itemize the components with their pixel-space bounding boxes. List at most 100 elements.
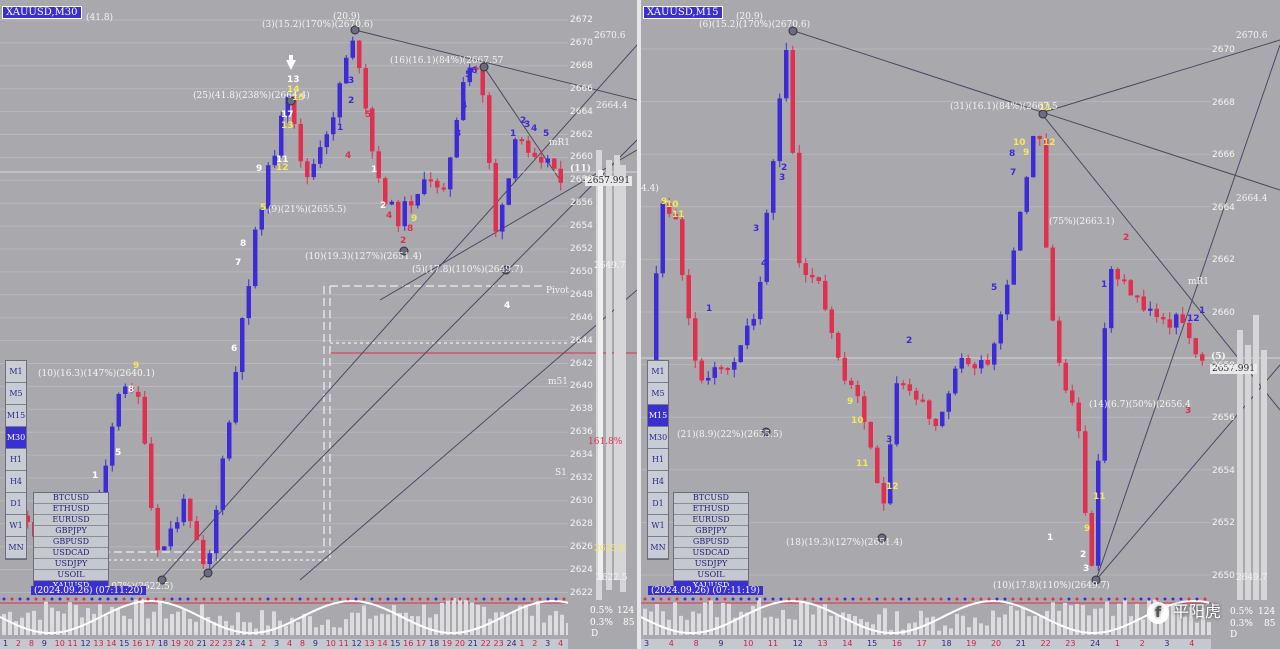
timeframe-button-mn[interactable]: MN [6, 537, 26, 559]
top-swing-label: (20.9) [333, 12, 361, 22]
oscillator-dot [651, 597, 655, 601]
price-tick-label: 2644 [570, 335, 593, 346]
oscillator-dot [1051, 597, 1055, 601]
candle-body [25, 515, 30, 522]
timeframe-button-w1[interactable]: W1 [6, 515, 26, 537]
oscillator-bar [1015, 610, 1019, 635]
timeframe-button-m30[interactable]: M30 [648, 427, 668, 449]
timeframe-button-d1[interactable]: D1 [6, 493, 26, 515]
oscillator-bar [182, 609, 186, 635]
oscillator-bar [158, 601, 162, 635]
candle-body [1005, 284, 1010, 315]
price-tick-label: 2652 [1212, 518, 1235, 529]
symbol-button-ethusd[interactable]: ETHUSD [34, 504, 108, 515]
symbol-button-gbpjpy[interactable]: GBPJPY [34, 526, 108, 537]
symbol-button-usdjpy[interactable]: USDJPY [674, 559, 748, 570]
symbol-button-usoil[interactable]: USOIL [674, 570, 748, 581]
symbol-selector[interactable]: BTCUSD ETHUSD EURUSD GBPJPY GBPUSD USDCAD USDJ… [33, 492, 109, 593]
symbol-button-btcusd[interactable]: BTCUSD [34, 493, 108, 504]
oscillator-bar [1207, 622, 1211, 635]
candle-body [784, 50, 789, 99]
symbol-button-ethusd[interactable]: ETHUSD [674, 504, 748, 515]
symbol-button-eurusd[interactable]: EURUSD [674, 515, 748, 526]
timeframe-button-w1[interactable]: W1 [648, 515, 668, 537]
timeframe-button-d1[interactable]: D1 [648, 493, 668, 515]
symbol-button-usdjpy[interactable]: USDJPY [34, 559, 108, 570]
time-tick-label: 21 [196, 639, 207, 648]
oscillator-bar [1099, 608, 1103, 635]
wave-count-label: 10 [851, 416, 864, 426]
symbol-button-gbpjpy[interactable]: GBPJPY [674, 526, 748, 537]
oscillator-bar [841, 612, 845, 635]
timeframe-button-m5[interactable]: M5 [6, 383, 26, 405]
oscillator-bar [290, 617, 294, 635]
chart-pane-m30[interactable]: 13 14 15 17 13 11 9 8 7 6 5 1 9 8 2 9 4 1 6 5 4 3 1 2 3 4 5 3 2 1 5 4 8 2… [0, 0, 637, 649]
timeframe-button-m1[interactable]: M1 [648, 361, 668, 383]
symbol-button-usdcad[interactable]: USDCAD [34, 548, 108, 559]
symbol-button-usdcad[interactable]: USDCAD [674, 548, 748, 559]
candle-body [363, 68, 368, 109]
top-swing-label: (20.9) [736, 12, 764, 22]
oscillator-dot [546, 597, 550, 601]
candle-body [188, 498, 193, 522]
timeframe-button-mn[interactable]: MN [648, 537, 668, 559]
swing-point-marker [286, 96, 296, 106]
symbol-button-eurusd[interactable]: EURUSD [34, 515, 108, 526]
oscillator-bar [781, 609, 785, 635]
oscillator-bar [673, 602, 677, 635]
candle-body [654, 273, 659, 360]
oscillator-panel [0, 595, 568, 639]
swing-point-marker [399, 246, 409, 256]
timeframe-button-h1[interactable]: H1 [648, 449, 668, 471]
timeframe-button-m5[interactable]: M5 [648, 383, 668, 405]
timeframe-selector[interactable]: M1 M5 M15 M30 H1 H4 D1 W1 MN [647, 360, 669, 560]
oscillator-dot [891, 597, 895, 601]
candle-body [1037, 135, 1042, 139]
candle-body [240, 318, 245, 373]
swing-annotation: (25)(41.8)(238%)(2664.4) [193, 91, 310, 101]
timeframe-button-h4[interactable]: H4 [6, 471, 26, 493]
wave-count-label: 8 [240, 239, 246, 249]
price-tick-label: 2662 [570, 129, 593, 140]
oscillator-dot [354, 597, 358, 601]
wave-count-label: 9 [1023, 148, 1029, 158]
price-tick-label: 2668 [1212, 97, 1235, 108]
timeframe-button-m15[interactable]: M15 [648, 405, 668, 427]
symbol-button-usoil[interactable]: USOIL [34, 570, 108, 581]
candle-body [519, 139, 524, 142]
timeframe-button-m30[interactable]: M30 [6, 427, 26, 449]
candle-body [214, 509, 219, 554]
chart-pane-m15[interactable]: 9 10 11 2 3 9 10 12 11 8 7 9 10 11 12 9 11 1 2 3 1 2 3 3 4 5 1 12 1 2… [641, 0, 1280, 649]
oscillator-dot [763, 597, 767, 601]
timeframe-button-m1[interactable]: M1 [6, 361, 26, 383]
oscillator-bar [667, 619, 671, 635]
candle-body [142, 396, 147, 444]
candle-body [881, 483, 886, 504]
timeframe-button-h4[interactable]: H4 [648, 471, 668, 493]
wave-count-label: 11 [856, 459, 869, 469]
oscillator-bar [128, 618, 132, 635]
oscillator-bar [1111, 615, 1115, 635]
date-time-tag: (2024.09.26) (07:11:19) [648, 586, 763, 596]
oscillator-bar [356, 612, 360, 635]
timeframe-button-h1[interactable]: H1 [6, 449, 26, 471]
candle-body [888, 444, 893, 504]
oscillator-bar [1123, 598, 1127, 635]
pane-divider[interactable] [637, 0, 641, 649]
timeframe-button-m15[interactable]: M15 [6, 405, 26, 427]
oscillator-dot [995, 597, 999, 601]
symbol-selector[interactable]: BTCUSD ETHUSD EURUSD GBPJPY GBPUSD USDCAD USDJ… [673, 492, 749, 593]
oscillator-bar [104, 615, 108, 635]
symbol-button-gbpusd[interactable]: GBPUSD [674, 537, 748, 548]
time-tick-label: 9 [312, 639, 318, 648]
time-tick-label: 10 [54, 639, 65, 648]
symbol-button-gbpusd[interactable]: GBPUSD [34, 537, 108, 548]
oscillator-canvas [641, 597, 1211, 635]
symbol-button-btcusd[interactable]: BTCUSD [674, 493, 748, 504]
timeframe-selector[interactable]: M1 M5 M15 M30 H1 H4 D1 W1 MN [5, 360, 27, 560]
oscillator-bar [727, 603, 731, 635]
oscillator-bar [823, 604, 827, 635]
fib-level-label: 161.8% [588, 437, 623, 447]
